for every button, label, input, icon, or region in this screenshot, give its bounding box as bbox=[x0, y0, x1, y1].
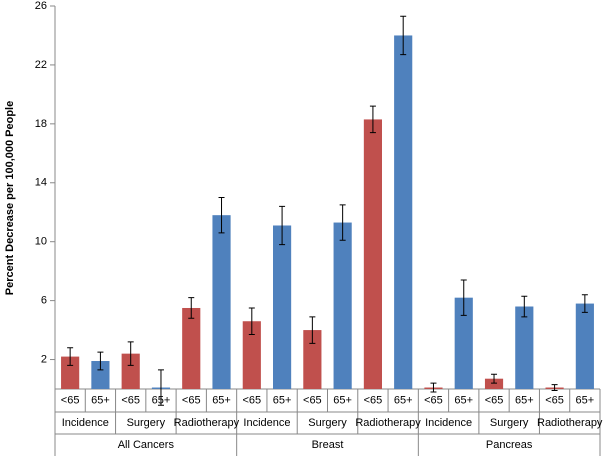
bar bbox=[515, 306, 534, 389]
y-tick-label: 22 bbox=[35, 59, 47, 71]
error-bar bbox=[581, 294, 588, 313]
error-bar bbox=[67, 347, 74, 366]
bar bbox=[303, 330, 322, 389]
x-tick-label: 65+ bbox=[273, 394, 292, 406]
y-axis-label: Percent Decrease per 100,000 People bbox=[4, 101, 16, 295]
bar bbox=[484, 378, 504, 389]
x-tick-label: <65 bbox=[61, 394, 80, 406]
subgroup-label: Radiotherapy bbox=[174, 417, 240, 429]
group-label: Pancreas bbox=[486, 439, 533, 451]
error-bar bbox=[157, 369, 164, 406]
bar bbox=[182, 307, 201, 389]
x-tick-label: 65+ bbox=[394, 394, 413, 406]
x-tick-label: 65+ bbox=[152, 394, 171, 406]
subgroup-label: Incidence bbox=[62, 417, 109, 429]
x-tick-label: 65+ bbox=[515, 394, 534, 406]
y-tick-label: 2 bbox=[41, 353, 47, 365]
x-tick-label: 65+ bbox=[454, 394, 473, 406]
x-tick-label: <65 bbox=[485, 394, 504, 406]
bar bbox=[61, 356, 80, 389]
bar bbox=[242, 321, 261, 389]
subgroup-label: Incidence bbox=[243, 417, 290, 429]
error-bar bbox=[551, 384, 558, 391]
subgroup-label: Incidence bbox=[425, 417, 472, 429]
x-tick-label: 65+ bbox=[212, 394, 231, 406]
y-tick-label: 26 bbox=[35, 0, 47, 12]
subgroup-label: Radiotherapy bbox=[355, 417, 421, 429]
x-tick-label: <65 bbox=[242, 394, 261, 406]
x-tick-label: <65 bbox=[303, 394, 322, 406]
subgroup-label: Surgery bbox=[127, 417, 166, 429]
bar bbox=[575, 303, 594, 389]
error-bar bbox=[279, 205, 286, 246]
x-tick-label: 65+ bbox=[576, 394, 595, 406]
error-bar bbox=[400, 15, 407, 56]
x-tick-label: <65 bbox=[424, 394, 443, 406]
y-tick-label: 18 bbox=[35, 118, 47, 130]
x-tick-label: <65 bbox=[364, 394, 383, 406]
subgroup-label: Radiotherapy bbox=[537, 417, 603, 429]
group-label: All Cancers bbox=[118, 439, 175, 451]
error-bar bbox=[127, 341, 134, 366]
x-tick-label: <65 bbox=[182, 394, 201, 406]
error-bar bbox=[460, 279, 467, 316]
subgroup-label: Surgery bbox=[308, 417, 347, 429]
x-tick-label: <65 bbox=[121, 394, 140, 406]
bar bbox=[212, 215, 231, 389]
bar bbox=[273, 225, 292, 389]
error-bar bbox=[218, 197, 225, 234]
y-tick-label: 14 bbox=[35, 177, 47, 189]
subgroup-label: Surgery bbox=[490, 417, 529, 429]
error-bar bbox=[188, 297, 195, 319]
error-bar bbox=[491, 373, 498, 384]
x-tick-label: 65+ bbox=[333, 394, 352, 406]
error-bar bbox=[97, 351, 104, 371]
error-bar bbox=[369, 105, 376, 134]
x-tick-label: 65+ bbox=[91, 394, 110, 406]
x-tick-label: <65 bbox=[545, 394, 564, 406]
error-bar bbox=[521, 295, 528, 318]
bar bbox=[454, 297, 473, 389]
y-tick-label: 6 bbox=[41, 295, 47, 307]
error-bar bbox=[339, 204, 346, 241]
y-tick-label: 10 bbox=[35, 236, 47, 248]
error-bar bbox=[309, 316, 316, 344]
bar bbox=[394, 35, 413, 389]
bar bbox=[333, 222, 352, 389]
bar bbox=[121, 353, 140, 389]
error-bar bbox=[248, 307, 255, 335]
bar bbox=[91, 361, 110, 389]
group-label: Breast bbox=[312, 439, 344, 451]
error-bar bbox=[430, 382, 437, 393]
bar bbox=[363, 119, 382, 389]
